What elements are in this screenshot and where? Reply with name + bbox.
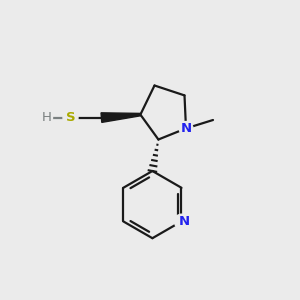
Text: N: N (180, 122, 192, 135)
Circle shape (179, 122, 193, 135)
Circle shape (174, 214, 189, 229)
Text: H: H (42, 111, 51, 124)
Circle shape (63, 110, 78, 125)
Circle shape (40, 112, 52, 124)
Text: N: N (179, 215, 190, 228)
Text: S: S (66, 111, 75, 124)
Polygon shape (101, 113, 140, 122)
